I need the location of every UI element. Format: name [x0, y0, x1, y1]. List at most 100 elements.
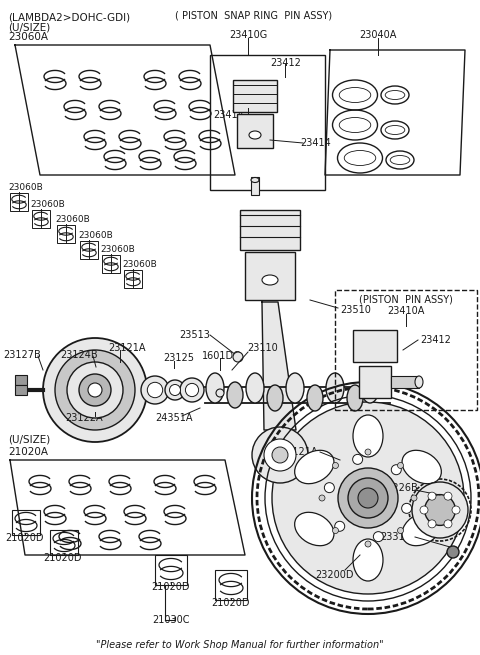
Ellipse shape	[353, 415, 383, 457]
Circle shape	[319, 495, 325, 501]
Bar	[12, 510, 40, 535]
Bar	[80, 241, 98, 259]
Ellipse shape	[295, 512, 334, 546]
Bar	[215, 570, 247, 600]
Circle shape	[373, 532, 384, 542]
Text: 23410G: 23410G	[229, 30, 267, 40]
Circle shape	[447, 546, 459, 558]
Text: (LAMBDA2>DOHC-GDI): (LAMBDA2>DOHC-GDI)	[8, 12, 130, 22]
Text: 23060B: 23060B	[122, 260, 157, 269]
Ellipse shape	[249, 131, 261, 139]
Text: (PISTON  PIN ASSY): (PISTON PIN ASSY)	[359, 295, 453, 305]
Bar	[57, 225, 75, 243]
Text: 23513: 23513	[179, 330, 210, 340]
Circle shape	[233, 352, 243, 362]
Text: 23125: 23125	[163, 353, 194, 363]
Bar	[32, 210, 50, 228]
Circle shape	[333, 462, 338, 468]
Circle shape	[420, 506, 428, 514]
Text: 21030C: 21030C	[152, 615, 190, 625]
Ellipse shape	[361, 373, 379, 403]
Circle shape	[147, 383, 163, 398]
Circle shape	[425, 495, 456, 525]
Circle shape	[272, 447, 288, 463]
Text: 23311B: 23311B	[380, 532, 418, 542]
Ellipse shape	[295, 450, 334, 483]
Bar	[245, 252, 295, 300]
Circle shape	[165, 380, 185, 400]
Text: 23410A: 23410A	[387, 306, 425, 316]
Ellipse shape	[286, 373, 304, 403]
Circle shape	[365, 541, 371, 547]
Bar	[50, 530, 78, 555]
Circle shape	[216, 389, 224, 397]
Text: 21020D: 21020D	[5, 533, 44, 543]
Ellipse shape	[347, 385, 363, 411]
Bar	[251, 177, 259, 195]
Ellipse shape	[206, 373, 224, 403]
Text: 23040A: 23040A	[360, 30, 396, 40]
Ellipse shape	[251, 178, 259, 183]
Circle shape	[141, 376, 169, 404]
Circle shape	[180, 378, 204, 402]
Text: 23060B: 23060B	[78, 231, 113, 240]
Bar	[359, 366, 391, 398]
Text: 23414: 23414	[300, 138, 331, 148]
Bar	[124, 270, 142, 288]
Text: 21020D: 21020D	[152, 582, 190, 592]
Circle shape	[338, 468, 398, 528]
Text: (U/SIZE): (U/SIZE)	[8, 22, 50, 32]
Circle shape	[428, 492, 436, 500]
Bar	[335, 290, 477, 410]
Bar	[210, 55, 325, 190]
Circle shape	[264, 439, 296, 471]
Ellipse shape	[267, 385, 283, 411]
Bar	[102, 255, 120, 273]
Circle shape	[67, 362, 123, 418]
Circle shape	[365, 449, 371, 455]
Text: 23412: 23412	[270, 58, 301, 68]
Circle shape	[444, 520, 452, 528]
Text: 23412: 23412	[420, 335, 451, 345]
Text: 23110: 23110	[247, 343, 278, 353]
Text: 23060B: 23060B	[100, 245, 135, 254]
Circle shape	[412, 482, 468, 538]
Text: 23060B: 23060B	[30, 200, 65, 209]
Text: 23060B: 23060B	[55, 215, 90, 224]
Ellipse shape	[415, 376, 423, 388]
Text: 23060B: 23060B	[8, 183, 43, 192]
Circle shape	[88, 383, 102, 397]
Text: 23226B: 23226B	[380, 483, 418, 493]
Text: 23060A: 23060A	[8, 32, 48, 42]
Text: 23121A: 23121A	[108, 343, 145, 353]
Ellipse shape	[353, 539, 383, 581]
Ellipse shape	[326, 373, 344, 403]
Circle shape	[444, 492, 452, 500]
Text: 23510: 23510	[340, 305, 371, 315]
Circle shape	[79, 374, 111, 406]
Bar	[240, 210, 300, 250]
Ellipse shape	[246, 373, 264, 403]
Text: 24351A: 24351A	[155, 413, 192, 423]
Bar	[10, 193, 28, 211]
Circle shape	[252, 427, 308, 483]
Circle shape	[397, 462, 404, 468]
Ellipse shape	[402, 450, 442, 483]
Ellipse shape	[402, 512, 442, 546]
Circle shape	[397, 527, 404, 534]
Circle shape	[358, 488, 378, 508]
Bar	[155, 555, 187, 585]
Text: 23200D: 23200D	[316, 570, 354, 580]
Polygon shape	[262, 302, 296, 430]
Bar	[15, 385, 27, 395]
Text: 23122A: 23122A	[65, 413, 103, 423]
Circle shape	[169, 384, 180, 396]
Circle shape	[43, 338, 147, 442]
Circle shape	[428, 520, 436, 528]
Ellipse shape	[227, 382, 243, 408]
Text: 1601DG: 1601DG	[202, 351, 241, 361]
Circle shape	[324, 483, 335, 493]
Bar	[237, 114, 273, 148]
Bar	[233, 80, 277, 112]
Circle shape	[335, 521, 345, 531]
